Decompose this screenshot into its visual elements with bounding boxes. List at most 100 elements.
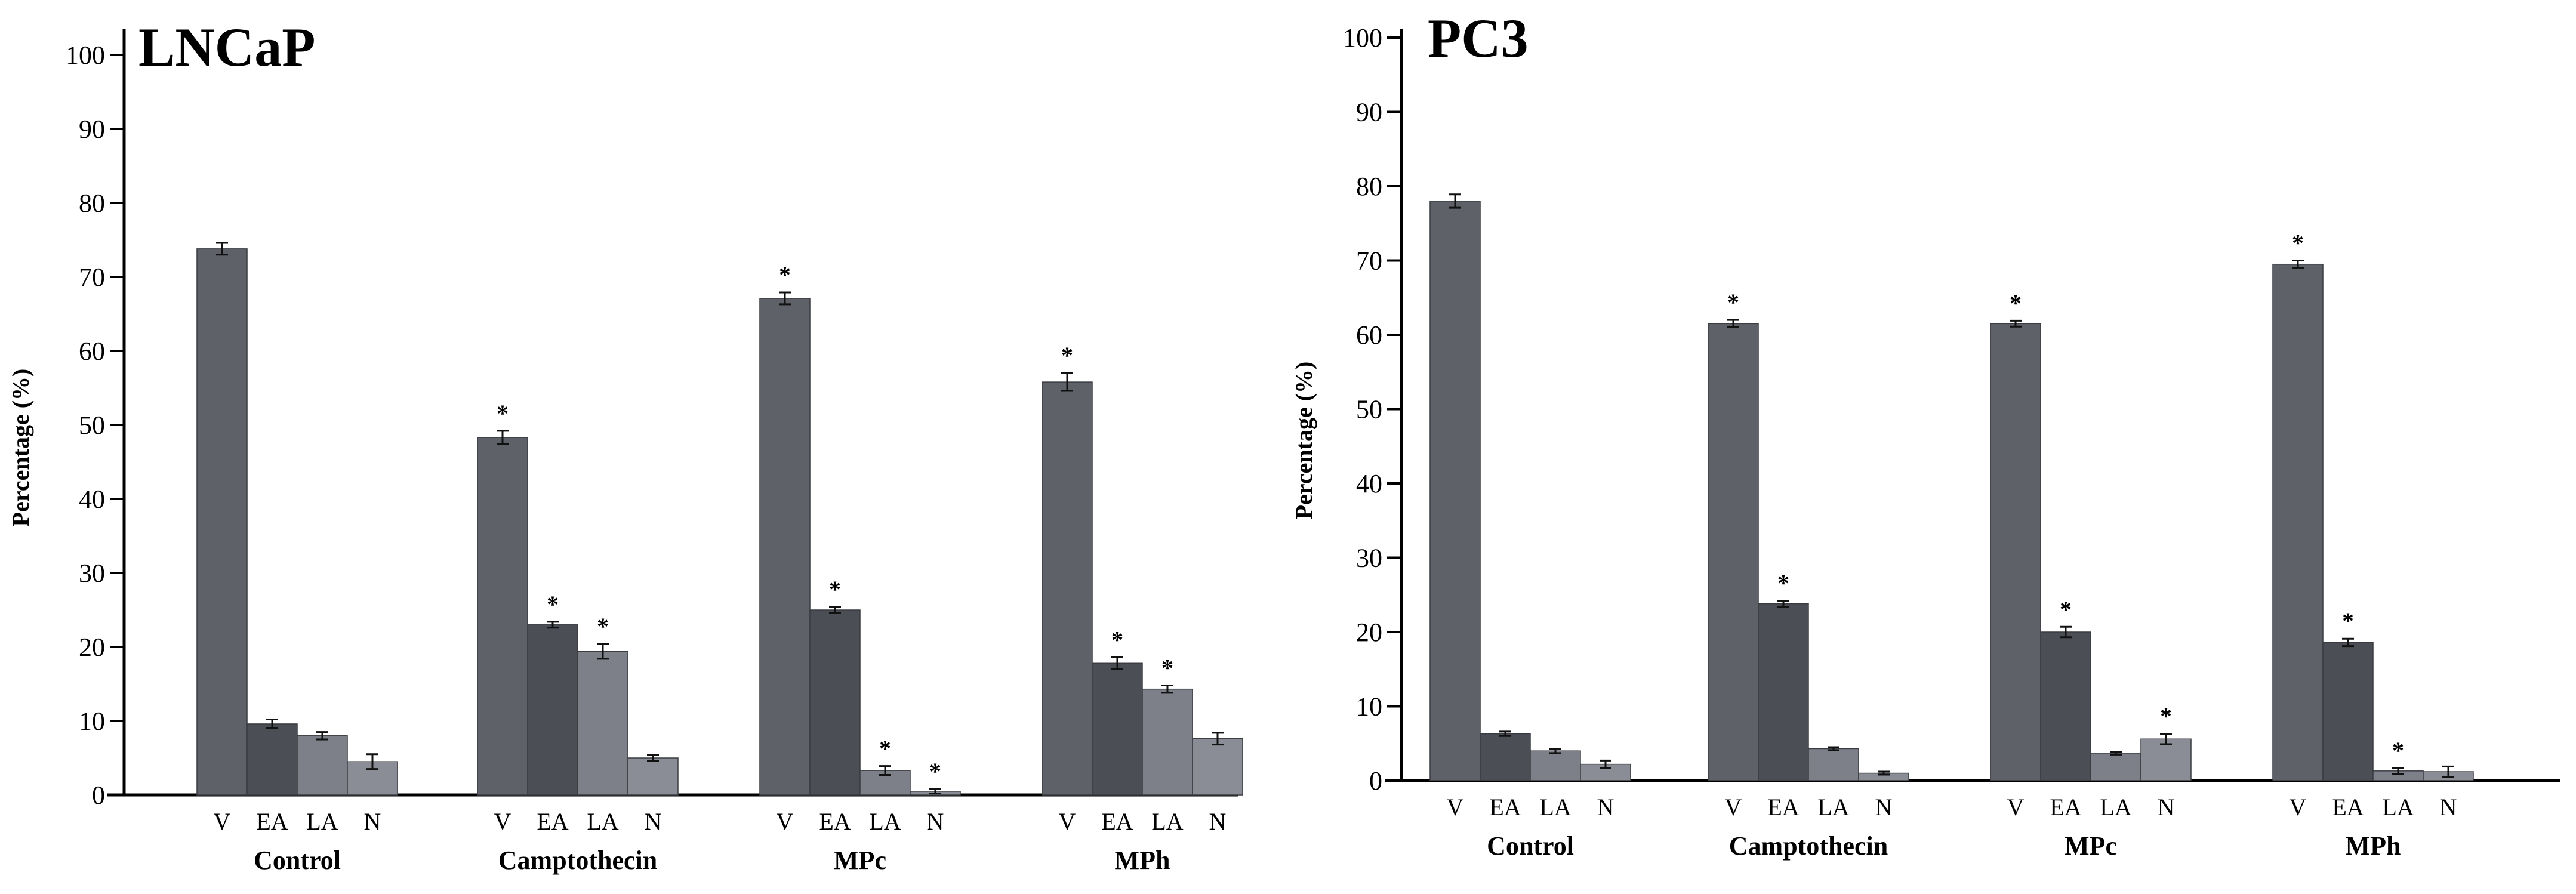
bar-sublabel: V [2290,794,2307,821]
y-tick-label: 100 [66,41,105,70]
bar-camptothecin-v [477,437,528,796]
bar-sublabel: N [927,808,944,835]
group-label-camptothecin: Camptothecin [1729,831,1888,861]
bar-mpc-la [2090,753,2141,781]
group-label-camptothecin: Camptothecin [498,846,657,875]
bar-sublabel: LA [869,808,901,835]
chart-panel-pc3: PC3 0 10 20 30 40 50 60 70 80 90 100 Percentage (%) V… [1290,8,2560,861]
bar-sublabel: V [2007,794,2025,821]
significance-star: * [2342,608,2354,634]
bar-sublabel: EA [256,808,288,835]
bar-sublabel: V [777,808,794,835]
chart-title: PC3 [1428,8,1529,69]
significance-star: * [2060,596,2072,622]
significance-star: * [597,613,609,640]
bar-sublabel: LA [2382,794,2414,821]
bar-mph-n [1192,738,1243,796]
bar-sublabel: N [1209,808,1227,835]
significance-star: * [1161,654,1173,681]
y-tick-label: 40 [79,485,105,514]
significance-star: * [779,261,791,288]
y-tick-label: 0 [92,781,105,810]
bar-sublabel: N [1875,794,1893,821]
bar-camptothecin-la [1808,748,1859,781]
bar-sublabel: EA [2050,794,2081,821]
significance-star: * [2392,737,2404,764]
bar-camptothecin-ea [527,624,578,796]
significance-star: * [829,576,841,603]
group-label-control: Control [1487,831,1574,861]
bar-sublabel: V [494,808,511,835]
significance-star: * [2160,703,2172,730]
y-tick-label: 60 [1356,320,1382,350]
y-tick-label: 90 [1356,98,1382,127]
bar-control-la [1530,750,1581,781]
bar-sublabel: V [1059,808,1076,835]
bar-sublabel: N [1597,794,1614,821]
group-label-control: Control [254,846,341,875]
chart-title: LNCaP [138,17,315,78]
bar-sublabel: LA [1539,794,1571,821]
significance-star: * [1777,570,1789,597]
bar-sublabel: V [1447,794,1464,821]
bar-mph-ea [1092,662,1143,796]
bar-sublabel: EA [1101,808,1133,835]
group-label-mph: MPh [2346,831,2401,861]
bar-camptothecin-la [577,651,628,796]
bar-sublabel: EA [819,808,851,835]
bar-mph-la [1142,688,1193,796]
y-tick-label: 30 [1356,544,1382,573]
y-tick-label: 90 [79,115,105,144]
bar-mpc-v [1990,323,2041,781]
significance-star: * [1111,626,1123,653]
bar-mph-ea [2322,642,2374,781]
y-tick-label: 40 [1356,469,1382,498]
chart-panel-lncap: LNCaP 0 10 20 30 40 50 60 70 80 90 100 Percentage (%… [7,17,1243,875]
y-tick-label: 50 [79,411,105,440]
bar-mph-v [1042,381,1093,796]
bar-camptothecin-v [1708,323,1759,781]
bar-sublabel: LA [306,808,338,835]
bar-mpc-n [2140,738,2192,781]
y-tick-label: 70 [1356,246,1382,276]
significance-star: * [2292,230,2304,257]
bar-control-ea [1480,733,1531,781]
bar-camptothecin-n [627,757,679,796]
y-tick-label: 70 [79,263,105,292]
bar-sublabel: LA [587,808,618,835]
bar-sublabel: N [2158,794,2175,821]
bar-mph-v [2272,263,2324,781]
bar-control-v [196,248,248,796]
bar-sublabel: EA [537,808,568,835]
y-tick-label: 0 [1369,766,1382,796]
y-tick-label: 80 [79,189,105,218]
bar-sublabel: LA [1817,794,1849,821]
group-label-mpc: MPc [834,846,886,875]
bar-sublabel: N [645,808,662,835]
bar-control-ea [246,723,298,796]
significance-star: * [879,735,891,762]
y-tick-label: 10 [1356,692,1382,722]
y-tick-label: 10 [79,707,105,736]
bar-mpc-ea [2040,631,2091,781]
y-tick-label: 30 [79,559,105,588]
group-label-mph: MPh [1115,846,1170,875]
y-axis-label: Percentage (%) [7,369,34,527]
bar-sublabel: EA [1767,794,1799,821]
bar-sublabel: EA [1489,794,1521,821]
bar-sublabel: N [364,808,381,835]
y-tick-label: 20 [1356,618,1382,647]
bar-camptothecin-ea [1758,603,1809,781]
bar-mpc-v [759,298,811,796]
y-tick-label: 20 [79,633,105,662]
significance-star: * [547,591,559,618]
bar-sublabel: EA [2332,794,2364,821]
significance-star: * [497,400,509,427]
significance-star: * [929,758,941,785]
bar-control-v [1429,201,1481,781]
bar-sublabel: V [214,808,231,835]
significance-star: * [2010,289,2022,316]
y-axis-label: Percentage (%) [1290,362,1317,520]
